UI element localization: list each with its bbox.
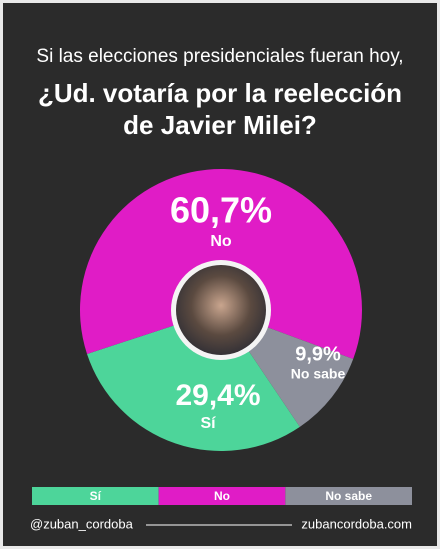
photo xyxy=(176,265,266,355)
legend-swatch xyxy=(32,487,159,505)
slice-label: No sabe xyxy=(291,366,346,382)
slice-label: No xyxy=(210,233,232,250)
slice xyxy=(79,168,362,360)
footer-handle: @zuban_cordoba xyxy=(30,516,134,531)
legend-swatch xyxy=(285,487,412,505)
value-label: 9,9% xyxy=(295,343,341,365)
legend-label: No sabe xyxy=(325,489,372,503)
legend-label: No xyxy=(214,489,230,503)
title-line: ¿Ud. votaría por la reelección xyxy=(38,78,402,108)
footer-site: zubancordoba.com xyxy=(301,516,412,531)
title-line: Si las elecciones presidenciales fueran … xyxy=(36,46,403,67)
title-line: de Javier Milei? xyxy=(123,110,317,140)
legend-label: Sí xyxy=(90,489,102,503)
value-label: 29,4% xyxy=(175,379,260,412)
slice-label: Sí xyxy=(200,415,216,432)
slice xyxy=(87,324,300,451)
legend-swatch xyxy=(158,487,286,505)
legend: Sí No No sabe xyxy=(32,487,412,505)
slice xyxy=(247,326,354,427)
value-label: 60,7% xyxy=(170,190,272,231)
donut: 29,4% Sí 60,7% No 9,9%No sabe xyxy=(79,168,362,451)
